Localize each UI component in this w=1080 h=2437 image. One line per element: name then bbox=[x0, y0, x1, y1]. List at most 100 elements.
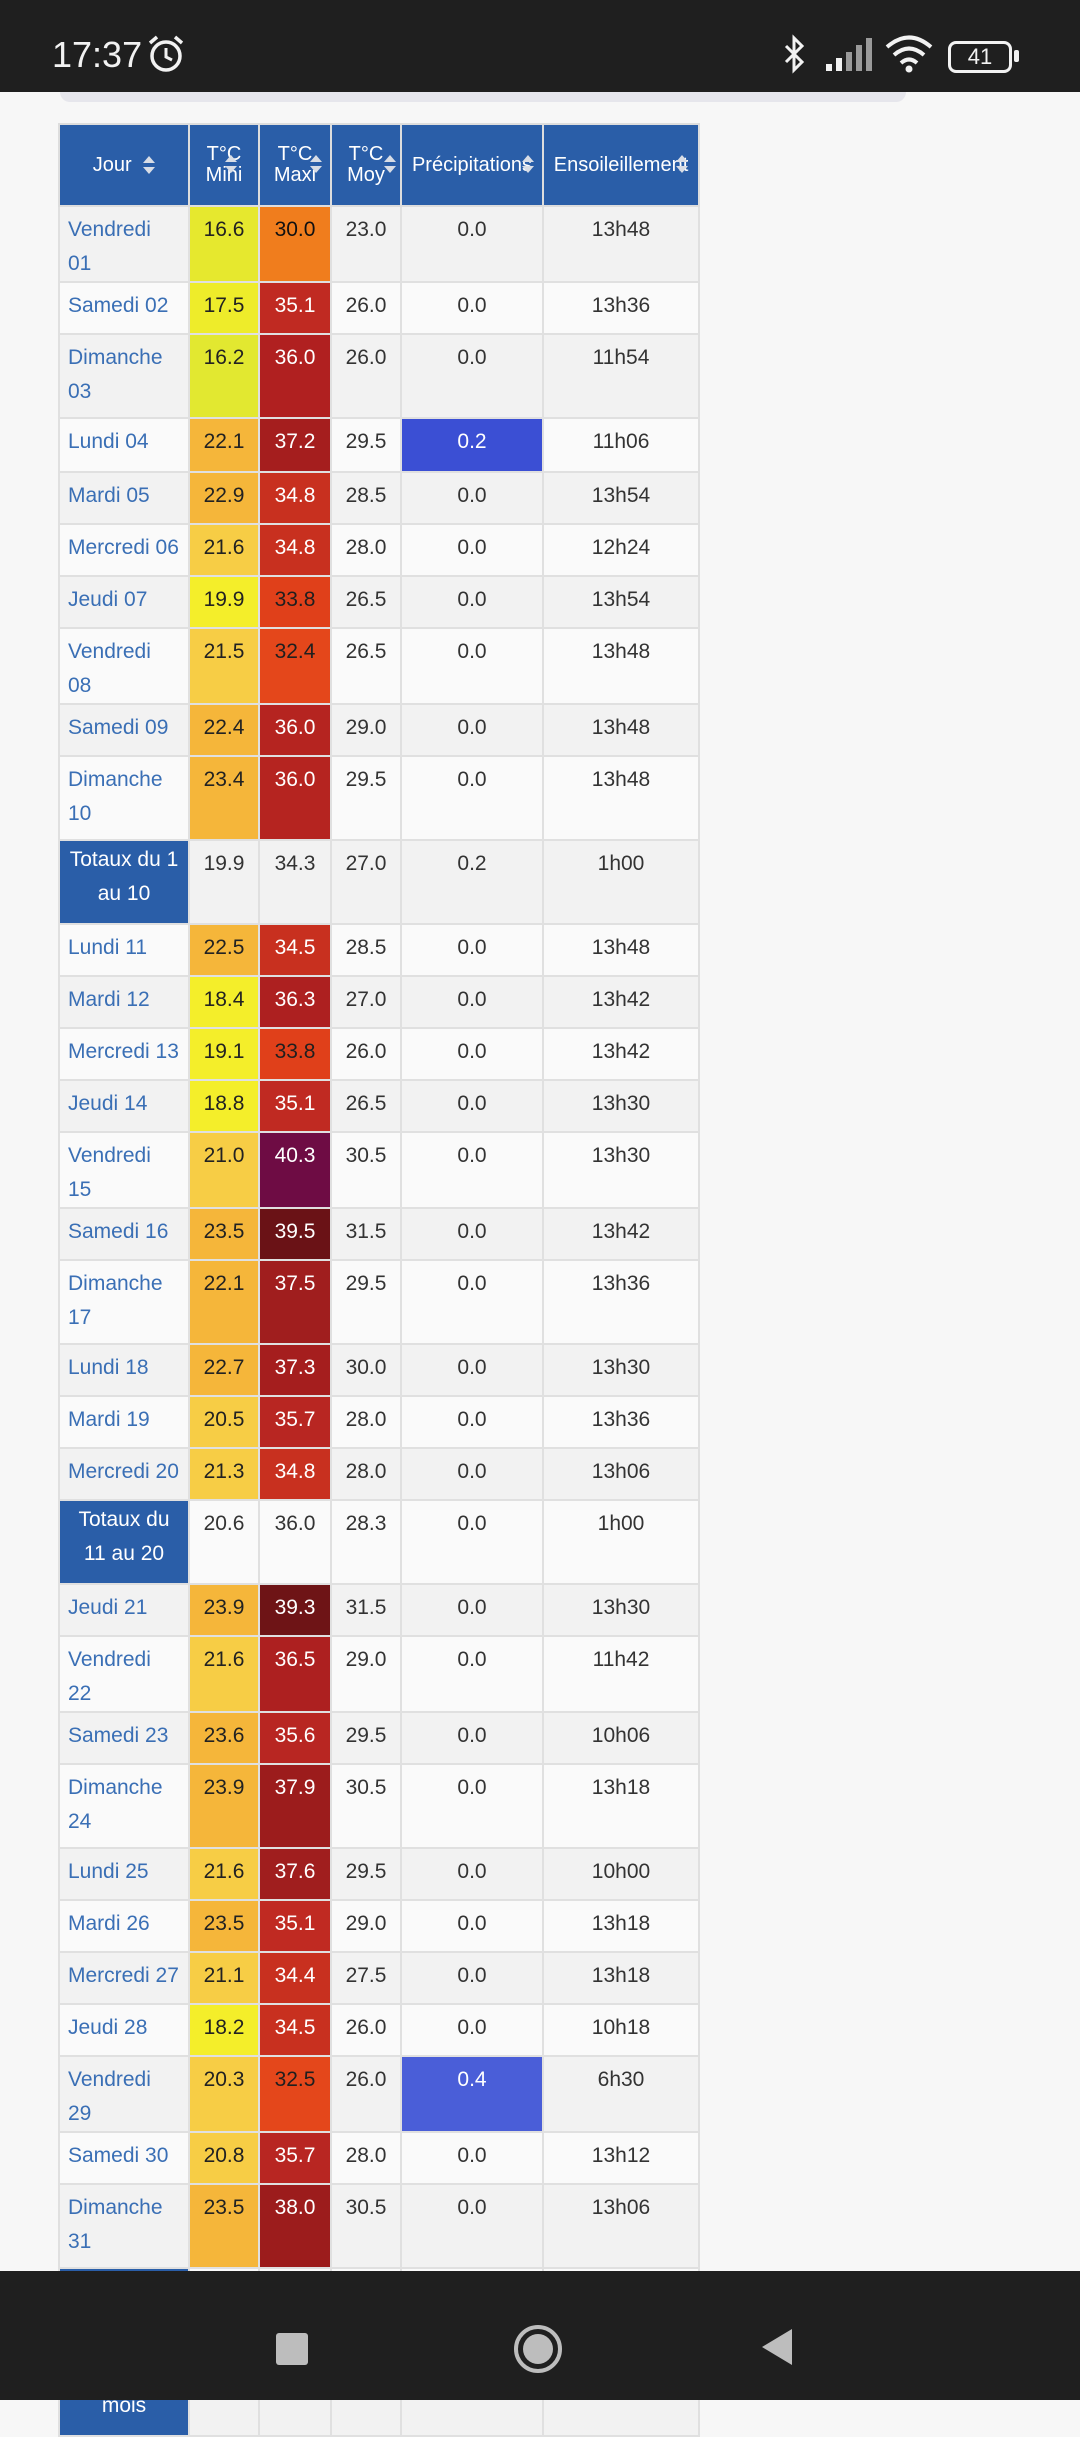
sun-cell: 13h30 bbox=[542, 1131, 700, 1209]
day-link[interactable]: Jeudi 07 bbox=[58, 575, 190, 629]
day-link[interactable]: Samedi 09 bbox=[58, 703, 190, 757]
day-link[interactable]: Jeudi 28 bbox=[58, 2003, 190, 2057]
sun-cell: 6h30 bbox=[542, 2055, 700, 2133]
tmax-cell: 36.0 bbox=[258, 333, 332, 419]
precip-cell: 0.0 bbox=[400, 1847, 544, 1901]
day-link[interactable]: Samedi 16 bbox=[58, 1207, 190, 1261]
day-link[interactable]: Mercredi 13 bbox=[58, 1027, 190, 1081]
precip-cell: 0.0 bbox=[400, 205, 544, 283]
day-link[interactable]: Vendredi 01 bbox=[58, 205, 190, 283]
tmoy-cell: 27.0 bbox=[330, 975, 402, 1029]
tmax-cell: 34.8 bbox=[258, 1447, 332, 1501]
day-link[interactable]: Mardi 05 bbox=[58, 471, 190, 525]
tmax-cell: 36.0 bbox=[258, 755, 332, 841]
precip-cell: 0.0 bbox=[400, 703, 544, 757]
tmoy-cell: 30.0 bbox=[330, 1343, 402, 1397]
precip-cell: 0.0 bbox=[400, 2183, 544, 2269]
tmax-cell: 39.3 bbox=[258, 1583, 332, 1637]
home-button[interactable] bbox=[512, 2323, 564, 2375]
day-link[interactable]: Jeudi 14 bbox=[58, 1079, 190, 1133]
recents-button[interactable] bbox=[276, 2333, 308, 2365]
tmax-cell: 37.2 bbox=[258, 417, 332, 473]
day-link[interactable]: Vendredi 15 bbox=[58, 1131, 190, 1209]
day-link[interactable]: Dimanche 03 bbox=[58, 333, 190, 419]
tmoy-cell: 26.0 bbox=[330, 1027, 402, 1081]
table-total-row: Totaux du 1 au 10 19.9 34.3 27.0 0.2 1h00 bbox=[58, 839, 700, 925]
col-header-day[interactable]: Jour bbox=[58, 123, 190, 207]
tmoy-cell: 26.0 bbox=[330, 333, 402, 419]
sun-cell: 13h36 bbox=[542, 1395, 700, 1449]
table-row: Lundi 04 22.1 37.2 29.5 0.2 11h06 bbox=[58, 417, 700, 473]
table-row: Samedi 30 20.8 35.7 28.0 0.0 13h12 bbox=[58, 2131, 700, 2185]
table-row: Vendredi 29 20.3 32.5 26.0 0.4 6h30 bbox=[58, 2055, 700, 2133]
day-link[interactable]: Mercredi 27 bbox=[58, 1951, 190, 2005]
sort-icon bbox=[225, 155, 237, 173]
col-header-sun-label: Ensoileillement bbox=[553, 153, 689, 176]
precip-cell: 0.0 bbox=[400, 755, 544, 841]
day-link[interactable]: Dimanche 17 bbox=[58, 1259, 190, 1345]
col-header-precip[interactable]: Précipitations bbox=[400, 123, 544, 207]
bluetooth-icon bbox=[784, 34, 805, 74]
day-link[interactable]: Lundi 11 bbox=[58, 923, 190, 977]
precip-cell: 0.0 bbox=[400, 2003, 544, 2057]
day-link[interactable]: Samedi 02 bbox=[58, 281, 190, 335]
day-link[interactable]: Mardi 12 bbox=[58, 975, 190, 1029]
precip-cell: 0.0 bbox=[400, 1899, 544, 1953]
tmax-cell: 32.5 bbox=[258, 2055, 332, 2133]
precip-cell: 0.0 bbox=[400, 1635, 544, 1713]
sun-cell: 13h18 bbox=[542, 1763, 700, 1849]
day-link[interactable]: Lundi 25 bbox=[58, 1847, 190, 1901]
day-link[interactable]: Dimanche 24 bbox=[58, 1763, 190, 1849]
day-link[interactable]: Mercredi 06 bbox=[58, 523, 190, 577]
tmin-cell: 22.4 bbox=[188, 703, 260, 757]
table-row: Jeudi 28 18.2 34.5 26.0 0.0 10h18 bbox=[58, 2003, 700, 2057]
precip-cell: 0.0 bbox=[400, 523, 544, 577]
day-link[interactable]: Mardi 19 bbox=[58, 1395, 190, 1449]
day-link[interactable]: Mardi 26 bbox=[58, 1899, 190, 1953]
back-button[interactable] bbox=[760, 2327, 794, 2367]
tmoy-cell: 27.5 bbox=[330, 1951, 402, 2005]
sun-cell: 13h48 bbox=[542, 755, 700, 841]
sort-icon bbox=[676, 155, 688, 173]
sun-cell: 13h48 bbox=[542, 923, 700, 977]
tmoy-cell: 29.5 bbox=[330, 755, 402, 841]
day-link[interactable]: Vendredi 08 bbox=[58, 627, 190, 705]
day-link[interactable]: Vendredi 22 bbox=[58, 1635, 190, 1713]
tmoy-cell: 28.5 bbox=[330, 923, 402, 977]
tmax-cell: 40.3 bbox=[258, 1131, 332, 1209]
tmoy-cell: 30.5 bbox=[330, 1131, 402, 1209]
alarm-icon bbox=[148, 35, 184, 72]
day-link[interactable]: Dimanche 10 bbox=[58, 755, 190, 841]
day-link[interactable]: Lundi 04 bbox=[58, 417, 190, 473]
col-header-tmax[interactable]: T°C Maxi bbox=[258, 123, 332, 207]
day-link[interactable]: Dimanche 31 bbox=[58, 2183, 190, 2269]
day-link[interactable]: Jeudi 21 bbox=[58, 1583, 190, 1637]
tmin-cell: 16.2 bbox=[188, 333, 260, 419]
sun-cell: 13h12 bbox=[542, 2131, 700, 2185]
col-header-tmoy[interactable]: T°C Moy bbox=[330, 123, 402, 207]
tmoy-cell: 26.0 bbox=[330, 281, 402, 335]
col-header-tmoy-line1: T°C bbox=[348, 143, 384, 165]
col-header-sun[interactable]: Ensoileillement bbox=[542, 123, 700, 207]
day-link[interactable]: Lundi 18 bbox=[58, 1343, 190, 1397]
precip-cell: 0.0 bbox=[400, 1711, 544, 1765]
tmin-cell: 22.9 bbox=[188, 471, 260, 525]
day-link[interactable]: Samedi 30 bbox=[58, 2131, 190, 2185]
day-link[interactable]: Vendredi 29 bbox=[58, 2055, 190, 2133]
col-header-tmin[interactable]: T°C Mini bbox=[188, 123, 260, 207]
table-total-row: Totaux du 11 au 20 20.6 36.0 28.3 0.0 1h00 bbox=[58, 1499, 700, 1585]
tmoy-cell: 28.3 bbox=[330, 1499, 402, 1585]
day-link[interactable]: Mercredi 20 bbox=[58, 1447, 190, 1501]
day-link[interactable]: Samedi 23 bbox=[58, 1711, 190, 1765]
table-row: Dimanche 31 23.5 38.0 30.5 0.0 13h06 bbox=[58, 2183, 700, 2269]
sun-cell: 10h18 bbox=[542, 2003, 700, 2057]
tmax-cell: 34.3 bbox=[258, 839, 332, 925]
table-row: Jeudi 14 18.8 35.1 26.5 0.0 13h30 bbox=[58, 1079, 700, 1133]
precip-cell: 0.0 bbox=[400, 2131, 544, 2185]
sun-cell: 1h00 bbox=[542, 839, 700, 925]
table-row: Dimanche 17 22.1 37.5 29.5 0.0 13h36 bbox=[58, 1259, 700, 1345]
precip-cell: 0.0 bbox=[400, 1027, 544, 1081]
tmax-cell: 36.3 bbox=[258, 975, 332, 1029]
tmax-cell: 37.5 bbox=[258, 1259, 332, 1345]
tmoy-cell: 26.5 bbox=[330, 575, 402, 629]
